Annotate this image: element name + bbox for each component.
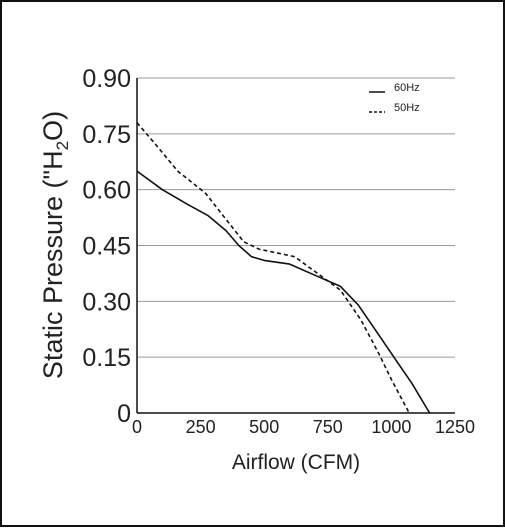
series-line-60Hz xyxy=(136,170,431,414)
y-tick-label: 0.15 xyxy=(82,344,131,372)
y-tick-label: 0 xyxy=(117,400,131,428)
legend-label-50Hz: 50Hz xyxy=(394,102,420,114)
y-tick-label: 0.75 xyxy=(82,121,131,149)
x-tick-label: 1000 xyxy=(371,417,411,437)
x-tick-label: 500 xyxy=(249,417,279,437)
y-axis-label: Static Pressure ("H2O) xyxy=(38,111,72,379)
x-tick-label: 1250 xyxy=(435,417,475,437)
x-tick-label: 250 xyxy=(186,417,216,437)
x-axis-label: Airflow (CFM) xyxy=(232,451,360,474)
x-tick-label: 0 xyxy=(132,417,142,437)
legend-label-60Hz: 60Hz xyxy=(394,82,420,94)
y-tick-label: 0.30 xyxy=(82,288,131,316)
series-line-50Hz xyxy=(136,122,410,414)
y-tick-label: 0.45 xyxy=(82,233,131,261)
y-tick-label: 0.60 xyxy=(82,177,131,205)
y-tick-label: 0.90 xyxy=(82,65,131,93)
x-tick-label: 750 xyxy=(313,417,343,437)
